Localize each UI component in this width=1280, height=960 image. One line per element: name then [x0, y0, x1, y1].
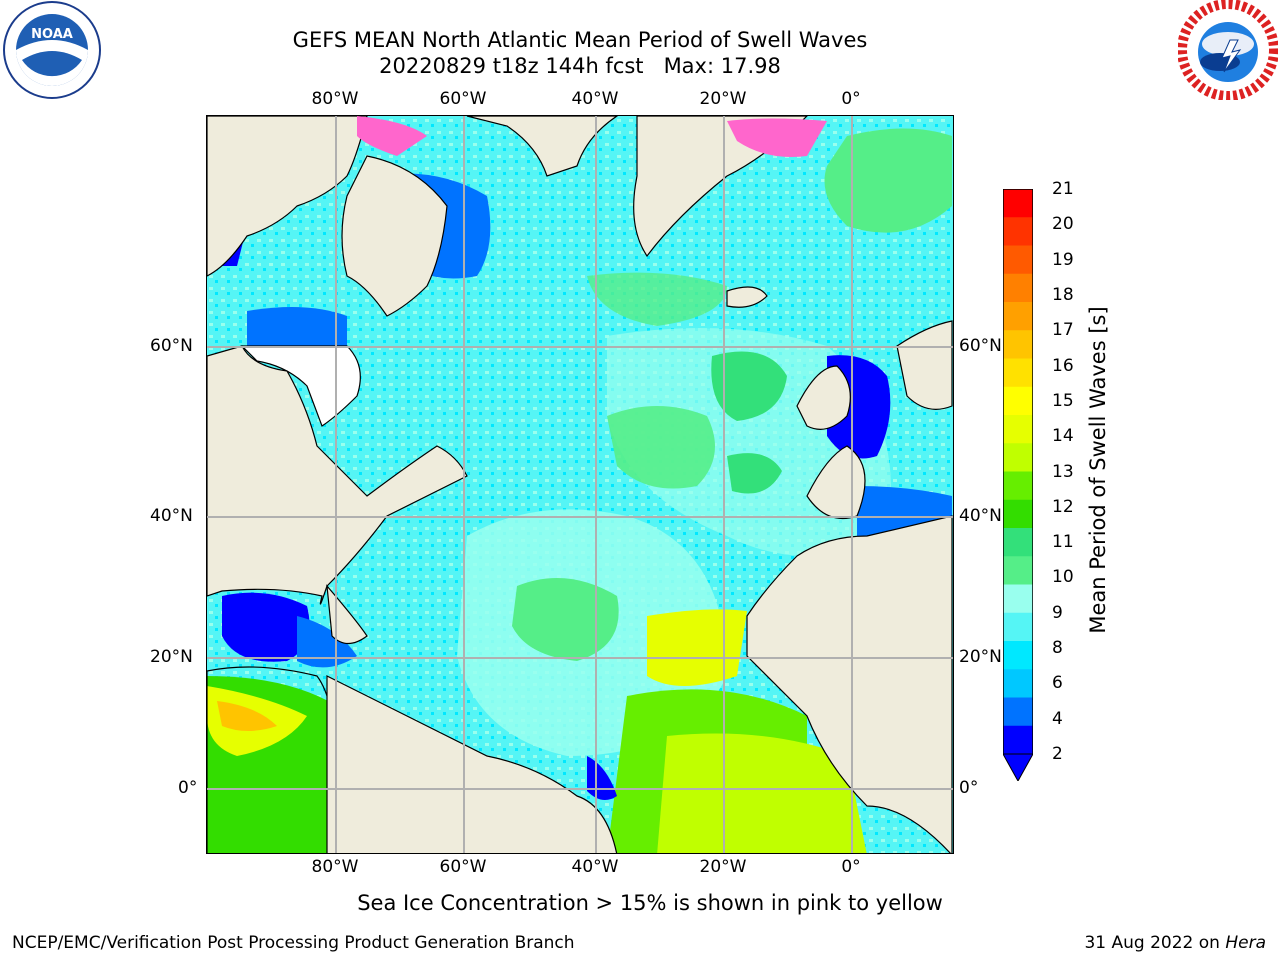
nws-logo	[1178, 0, 1278, 100]
colorbar-segment	[1003, 669, 1033, 698]
colorbar-segment	[1003, 245, 1033, 275]
colorbar-extend-arrow	[1003, 753, 1033, 781]
lon-tick-bottom-80w: 80°W	[311, 857, 359, 877]
sea-ice-footnote: Sea Ice Concentration > 15% is shown in …	[357, 891, 943, 915]
colorbar-tick-label: 18	[1052, 284, 1074, 305]
colorbar-tick-label: 19	[1052, 249, 1074, 270]
colorbar-tick-label: 4	[1052, 708, 1063, 729]
colorbar-segment	[1003, 189, 1033, 218]
colorbar-tick-label: 8	[1052, 638, 1063, 659]
colorbar-tick-label: 21	[1052, 179, 1074, 199]
lat-tick-right-60n: 60°N	[959, 336, 1002, 356]
colorbar-segment	[1003, 443, 1033, 472]
colorbar-segment	[1003, 641, 1033, 670]
colorbar-segment	[1003, 217, 1033, 246]
colorbar-segment	[1003, 302, 1033, 331]
colorbar-tick-label: 12	[1052, 496, 1074, 517]
lon-tick-bottom-40w: 40°W	[571, 857, 619, 877]
credit-machine: Hera	[1225, 933, 1266, 953]
lat-tick-left-20n: 20°N	[150, 647, 193, 667]
lon-tick-top-40w: 40°W	[571, 89, 619, 109]
lon-tick-bottom-20w: 20°W	[699, 857, 747, 877]
swell-period-map	[207, 116, 953, 853]
colorbar-segment	[1003, 528, 1033, 557]
noaa-logo-text: NOAA	[31, 27, 73, 42]
credit-date: 31 Aug 2022 on Hera	[1084, 933, 1266, 953]
lon-tick-top-20w: 20°W	[699, 89, 747, 109]
colorbar-tick-label: 14	[1052, 426, 1074, 447]
colorbar-segment	[1003, 273, 1033, 303]
colorbar	[1003, 189, 1033, 781]
colorbar-segment	[1003, 471, 1033, 501]
map-panel	[206, 115, 954, 854]
credit-organization: NCEP/EMC/Verification Post Processing Pr…	[12, 933, 575, 953]
colorbar-segment	[1003, 386, 1033, 416]
colorbar-tick-label: 16	[1052, 355, 1074, 376]
lon-tick-top-0: 0°	[841, 89, 861, 109]
colorbar-tick-label: 13	[1052, 461, 1074, 482]
colorbar-segment	[1003, 725, 1033, 755]
colorbar-tick-label: 17	[1052, 320, 1074, 341]
colorbar-tick-label: 11	[1052, 532, 1074, 553]
lat-tick-left-0: 0°	[178, 778, 198, 798]
colorbar-segment	[1003, 697, 1033, 727]
colorbar-title: Mean Period of Swell Waves [s]	[1086, 306, 1110, 634]
chart-title: GEFS MEAN North Atlantic Mean Period of …	[292, 28, 868, 52]
lat-tick-right-20n: 20°N	[959, 647, 1002, 667]
colorbar-segment	[1003, 584, 1033, 614]
lon-tick-bottom-0: 0°	[841, 857, 861, 877]
colorbar-segment	[1003, 499, 1033, 529]
colorbar-segment	[1003, 556, 1033, 585]
colorbar-segment	[1003, 330, 1033, 359]
colorbar-segment	[1003, 358, 1033, 388]
lat-tick-right-40n: 40°N	[959, 506, 1002, 526]
chart-subtitle: 20220829 t18z 144h fcst Max: 17.98	[379, 54, 781, 78]
colorbar-tick-label: 10	[1052, 567, 1074, 588]
lon-tick-bottom-60w: 60°W	[439, 857, 487, 877]
colorbar-tick-label: 15	[1052, 390, 1074, 411]
colorbar-tick-label: 9	[1052, 602, 1063, 623]
colorbar-segment	[1003, 415, 1033, 444]
colorbar-tick-label: 6	[1052, 673, 1063, 694]
colorbar-tick-label: 2	[1052, 744, 1063, 764]
lat-tick-right-0: 0°	[959, 778, 979, 798]
colorbar-tick-label: 20	[1052, 214, 1074, 235]
lat-tick-left-40n: 40°N	[150, 506, 193, 526]
lat-tick-left-60n: 60°N	[150, 336, 193, 356]
credit-date-text: 31 Aug 2022 on	[1084, 933, 1226, 953]
lon-tick-top-60w: 60°W	[439, 89, 487, 109]
colorbar-segment	[1003, 612, 1033, 642]
noaa-logo: NOAA	[3, 1, 101, 99]
lon-tick-top-80w: 80°W	[311, 89, 359, 109]
